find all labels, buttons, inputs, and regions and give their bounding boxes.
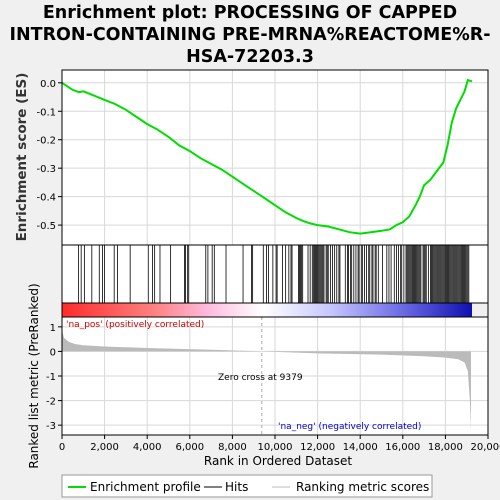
- es-ytick-label: -0.4: [36, 193, 56, 204]
- chart-title-line-2: INTRON-CONTAINING PRE-MRNA%REACTOME%R-: [9, 25, 490, 45]
- ranking-color-bar: [62, 303, 472, 317]
- es-enrichment-line: [61, 78, 473, 235]
- es-yticks: 0.0 -0.1 -0.2 -0.3 -0.4 -0.5: [36, 79, 62, 232]
- metric-ytick-label: 0: [50, 347, 56, 358]
- metric-yticks: 1 0 -1 -2 -3: [46, 323, 62, 432]
- metric-ytick-label: -1: [46, 372, 56, 383]
- metric-ytick-label: -3: [46, 421, 56, 432]
- es-ytick-label: -0.5: [36, 221, 56, 232]
- hit-marks: [78, 245, 470, 303]
- x-axis-ticks: 0 2,000 4,000 6,000 8,000 10,000 12,000 14,000 1…: [59, 435, 500, 453]
- metric-ylabel: Ranked list metric (PreRanked): [27, 283, 41, 468]
- legend-profile-label: Enrichment profile: [90, 480, 201, 494]
- pos-label: 'na_pos' (positively correlated): [66, 320, 204, 330]
- chart-title-line-1: Enrichment plot: PROCESSING OF CAPPED: [43, 3, 457, 23]
- es-ytick-label: -0.1: [36, 107, 56, 118]
- legend-metric-label: Ranking metric scores: [296, 480, 429, 494]
- x-tick-label: 12,000: [300, 442, 335, 453]
- legend-box: [61, 474, 433, 498]
- x-tick-label: 0: [59, 442, 65, 453]
- x-tick-label: 6,000: [175, 442, 204, 453]
- es-ytick-label: -0.2: [36, 136, 56, 147]
- legend-hits-label: Hits: [225, 480, 248, 494]
- x-tick-label: 10,000: [258, 442, 293, 453]
- zero-cross-label: Zero cross at 9379: [218, 373, 303, 383]
- x-tick-label: 8,000: [218, 442, 247, 453]
- es-ytick-label: -0.3: [36, 164, 56, 175]
- x-tick-label: 4,000: [133, 442, 162, 453]
- x-tick-label: 18,000: [428, 442, 463, 453]
- x-axis-label: Rank in Ordered Dataset: [204, 454, 352, 468]
- x-tick-label: 14,000: [343, 442, 378, 453]
- x-tick-label: 16,000: [385, 442, 420, 453]
- es-ylabel: Enrichment score (ES): [14, 73, 30, 242]
- metric-ytick-label: 1: [50, 323, 56, 334]
- es-ytick-label: 0.0: [40, 79, 56, 90]
- x-tick-label: 2,000: [90, 442, 119, 453]
- metric-ytick-label: -2: [46, 397, 56, 408]
- neg-label: 'na_neg' (negatively correlated): [278, 422, 421, 432]
- chart-title-line-3: HSA-72203.3: [186, 47, 314, 67]
- x-tick-label: 20,000: [471, 442, 500, 453]
